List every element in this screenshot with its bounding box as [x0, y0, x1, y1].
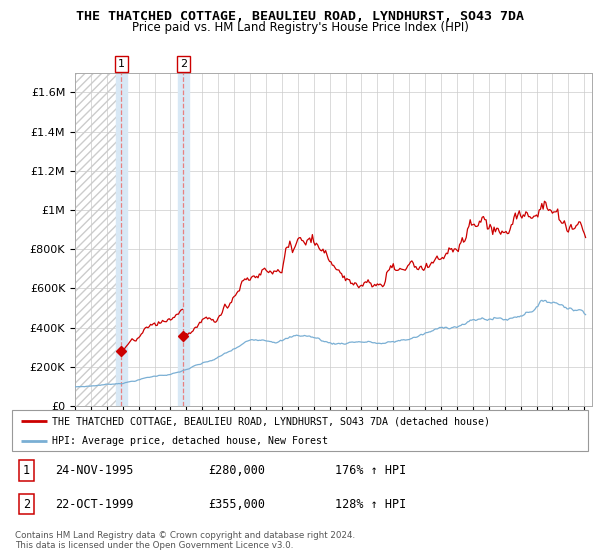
- Bar: [116, 73, 127, 406]
- Text: 2: 2: [23, 497, 30, 511]
- Text: 24-NOV-1995: 24-NOV-1995: [55, 464, 134, 477]
- Text: Price paid vs. HM Land Registry's House Price Index (HPI): Price paid vs. HM Land Registry's House …: [131, 21, 469, 34]
- Text: HPI: Average price, detached house, New Forest: HPI: Average price, detached house, New …: [52, 436, 328, 446]
- Text: THE THATCHED COTTAGE, BEAULIEU ROAD, LYNDHURST, SO43 7DA: THE THATCHED COTTAGE, BEAULIEU ROAD, LYN…: [76, 10, 524, 23]
- Text: £280,000: £280,000: [208, 464, 265, 477]
- Text: 176% ↑ HPI: 176% ↑ HPI: [335, 464, 406, 477]
- Bar: [75, 73, 121, 406]
- Bar: [75, 73, 121, 406]
- Text: 1: 1: [23, 464, 30, 477]
- Text: 128% ↑ HPI: 128% ↑ HPI: [335, 497, 406, 511]
- Text: £355,000: £355,000: [208, 497, 265, 511]
- FancyBboxPatch shape: [12, 410, 588, 451]
- Text: 22-OCT-1999: 22-OCT-1999: [55, 497, 134, 511]
- Text: Contains HM Land Registry data © Crown copyright and database right 2024.
This d: Contains HM Land Registry data © Crown c…: [15, 531, 355, 550]
- Text: THE THATCHED COTTAGE, BEAULIEU ROAD, LYNDHURST, SO43 7DA (detached house): THE THATCHED COTTAGE, BEAULIEU ROAD, LYN…: [52, 417, 490, 426]
- Bar: [178, 73, 189, 406]
- Text: 1: 1: [118, 59, 125, 69]
- Text: 2: 2: [179, 59, 187, 69]
